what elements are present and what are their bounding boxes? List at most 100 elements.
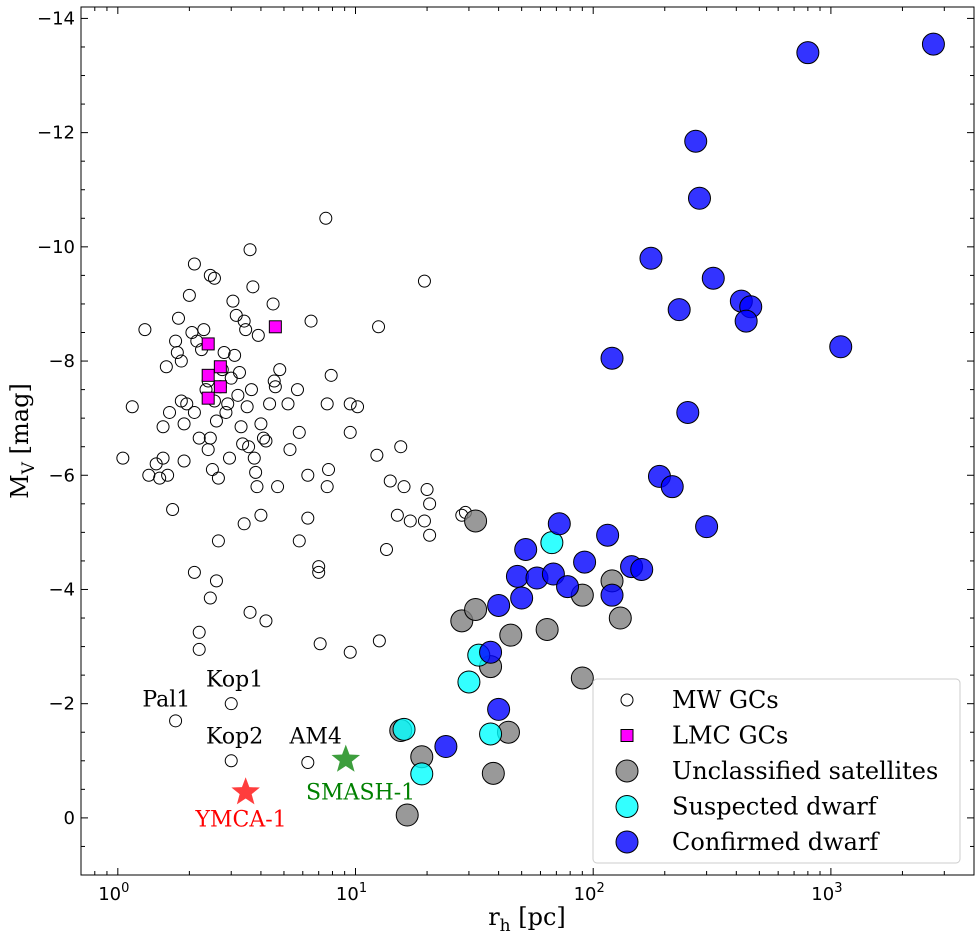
mw-gcs-point bbox=[271, 480, 285, 494]
confirmed-dwarf-point bbox=[660, 475, 684, 499]
legend-suspected-dwarf-label: Suspected dwarf bbox=[672, 793, 879, 821]
legend-lmc-gcs-label: LMC GCs bbox=[672, 722, 788, 750]
confirmed-dwarf-point bbox=[434, 735, 458, 759]
mw-gcs-point bbox=[343, 397, 357, 411]
confirmed-dwarf-point bbox=[514, 538, 538, 561]
mw-gcs-point bbox=[207, 271, 221, 285]
confirmed-dwarf-point bbox=[505, 564, 529, 588]
mw-gcs-point bbox=[292, 534, 306, 548]
confirmed-dwarf-point bbox=[695, 515, 719, 539]
mw-gcs-point bbox=[283, 443, 297, 457]
ticks-layer: 100 101 102 103 0 −2 −4 −6 −8 −10 −12 −14 bbox=[37, 7, 974, 905]
mw-gcs-point bbox=[192, 625, 206, 639]
mw-gcs-point bbox=[259, 614, 273, 628]
mw-gcs-point bbox=[203, 431, 217, 445]
confirmed-dwarf-point bbox=[796, 41, 820, 65]
confirmed-dwarf-point bbox=[573, 550, 597, 574]
mw-gcs-point bbox=[232, 365, 246, 379]
confirmed-dwarf-point bbox=[667, 298, 691, 322]
mw-gcs-point bbox=[170, 345, 184, 359]
smash-1-star bbox=[331, 744, 361, 772]
annotation-am4: AM4 bbox=[288, 725, 341, 750]
mw-gcs-point bbox=[222, 451, 236, 465]
annotation-smash-1: SMASH-1 bbox=[306, 781, 415, 806]
confirmed-dwarf-point bbox=[639, 246, 663, 270]
mw-gcs-point bbox=[243, 605, 257, 619]
mw-gcs-point bbox=[263, 397, 277, 411]
suspected-dwarf-point bbox=[392, 717, 416, 741]
legend-mw-gcs-label: MW GCs bbox=[672, 686, 779, 714]
confirmed-dwarf-point bbox=[676, 400, 700, 424]
mw-gcs-point bbox=[237, 314, 251, 328]
ymca-1-star bbox=[231, 777, 260, 805]
lmc-gcs-point bbox=[201, 391, 215, 405]
legend: MW GCs LMC GCs Unclassified satellites Susp… bbox=[592, 678, 961, 864]
mw-gcs-point bbox=[301, 511, 315, 525]
confirmed-dwarf-point bbox=[600, 346, 624, 370]
suspected-dwarf-point bbox=[457, 670, 481, 694]
mw-gcs-point bbox=[383, 474, 397, 488]
mw-gcs-point bbox=[250, 480, 264, 494]
mw-gcs-point bbox=[281, 397, 295, 411]
mw-gcs-point bbox=[156, 451, 170, 465]
mw-gcs-point bbox=[177, 454, 191, 468]
legend-lmc-gcs-marker bbox=[620, 729, 634, 742]
y-tick-label: −14 bbox=[37, 8, 75, 29]
mw-gcs-point bbox=[343, 645, 357, 659]
unclassified-satellites-point bbox=[464, 597, 488, 621]
x-axis-title: rh [pc] bbox=[488, 903, 566, 936]
mw-gcs-point bbox=[209, 574, 223, 588]
mw-gcs-point bbox=[319, 211, 333, 225]
confirmed-dwarf-point bbox=[921, 32, 945, 56]
mw-gcs-point bbox=[417, 514, 431, 528]
x-tick-label: 101 bbox=[336, 881, 367, 905]
mw-gcs-point bbox=[372, 320, 386, 334]
mw-gcs-point bbox=[159, 360, 173, 374]
mw-gcs-point bbox=[423, 497, 437, 511]
mw-gcs-point bbox=[320, 397, 334, 411]
mw-gcs-point bbox=[221, 397, 235, 411]
mw-gcs-point bbox=[268, 380, 282, 394]
mw-gcs-point bbox=[292, 425, 306, 439]
mw-gcs-point bbox=[267, 374, 281, 388]
mw-gcs-point bbox=[246, 280, 260, 294]
mw-gcs-point bbox=[254, 417, 268, 431]
mw-gcs-point bbox=[180, 397, 194, 411]
legend-confirmed-dwarf-label: Confirmed dwarf bbox=[672, 828, 880, 856]
plot-frame bbox=[80, 6, 975, 876]
mw-gcs-point bbox=[192, 431, 206, 445]
mw-gcs-point bbox=[234, 420, 248, 434]
confirmed-dwarf-point bbox=[630, 557, 654, 581]
mw-gcs-point bbox=[259, 434, 273, 448]
mw-gcs-point bbox=[187, 405, 201, 419]
mw-gcs-point bbox=[138, 323, 152, 337]
suspected-dwarf-point bbox=[410, 762, 434, 786]
mw-gcs-point bbox=[420, 483, 434, 497]
mw-gcs-point bbox=[166, 503, 180, 517]
mw-gcs-point bbox=[423, 528, 437, 542]
mw-gcs-point bbox=[187, 257, 201, 271]
mw-gcs-point bbox=[192, 642, 206, 656]
mw-gcs-point bbox=[116, 451, 130, 465]
confirmed-dwarf-point bbox=[510, 586, 534, 610]
lmc-gcs-point bbox=[201, 368, 215, 382]
unclassified-satellites-point bbox=[608, 606, 632, 630]
mw-gcs-point bbox=[266, 297, 280, 311]
mw-gcs-point bbox=[171, 311, 185, 325]
y-tick-label: −6 bbox=[48, 465, 75, 486]
mw-gcs-point bbox=[224, 697, 238, 711]
legend-unclassified-satellites-marker bbox=[615, 759, 639, 783]
mw-gcs-point bbox=[209, 414, 223, 428]
legend-unclassified-satellites-label: Unclassified satellites bbox=[672, 757, 938, 785]
mw-gcs-point bbox=[217, 345, 231, 359]
y-tick-label: −4 bbox=[48, 579, 75, 600]
confirmed-dwarf-point bbox=[556, 575, 580, 599]
mw-gcs-point bbox=[290, 383, 304, 397]
annotation-pal1: Pal1 bbox=[142, 688, 190, 713]
annotation-ymca-1: YMCA-1 bbox=[194, 807, 286, 832]
mw-gcs-point bbox=[240, 400, 254, 414]
mw-gcs-point bbox=[243, 243, 257, 257]
mw-gcs-point bbox=[304, 314, 318, 328]
mw-gcs-point bbox=[239, 323, 253, 337]
mw-gcs-point bbox=[379, 543, 393, 556]
